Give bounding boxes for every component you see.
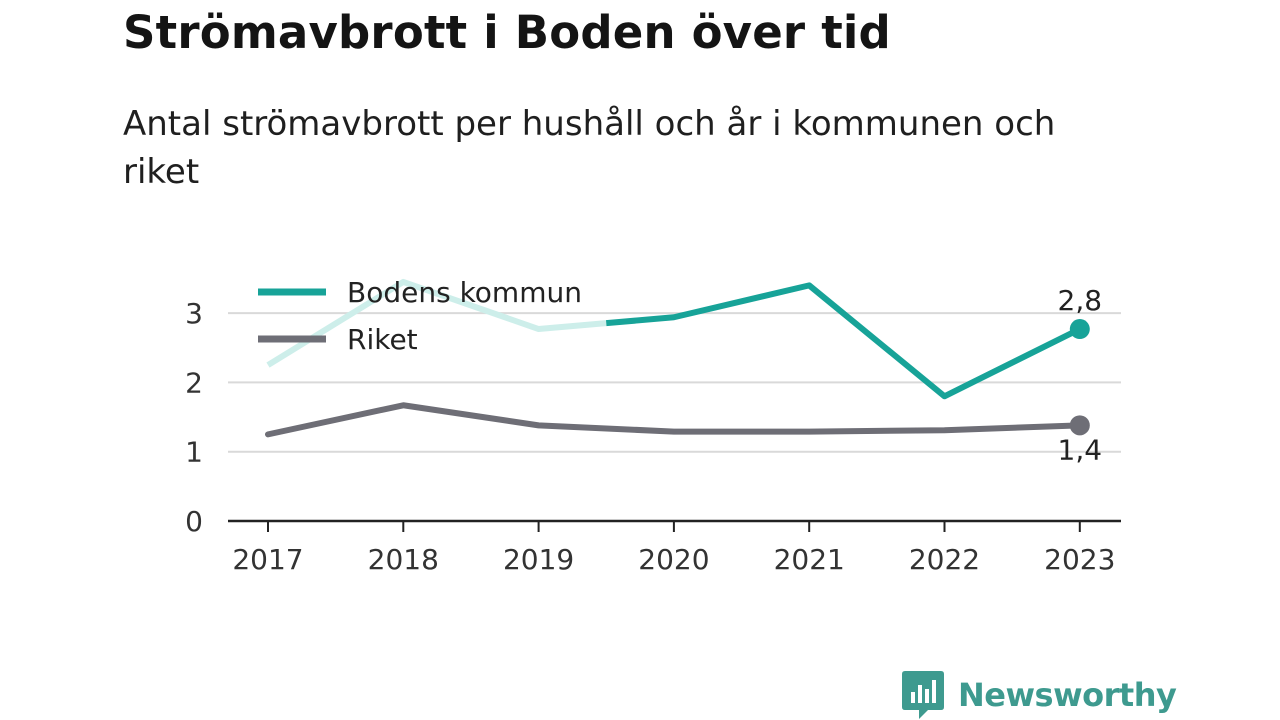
x-tick-label: 2017 xyxy=(232,543,303,576)
end-labels: 2,8 1,4 xyxy=(1058,284,1103,466)
end-label-bodens: 2,8 xyxy=(1058,284,1103,317)
legend-label-riket: Riket xyxy=(347,323,418,356)
x-tick-label: 2023 xyxy=(1044,543,1115,576)
y-tick-label: 2 xyxy=(185,366,203,399)
x-tick-label: 2020 xyxy=(638,543,709,576)
newsworthy-logo: Newsworthy xyxy=(902,671,1177,719)
y-tick-label: 3 xyxy=(185,297,203,330)
brand-name: Newsworthy xyxy=(958,676,1177,714)
series-line-bodens-faded xyxy=(266,278,607,368)
legend: Bodens kommun Riket xyxy=(258,276,582,356)
y-tick-label: 1 xyxy=(185,436,203,469)
x-tick-label: 2019 xyxy=(503,543,574,576)
line-chart: 0 1 2 3 2017 2018 2019 2020 2021 2022 2023 Bodens … xyxy=(185,276,1121,576)
series-line-riket xyxy=(265,402,1083,438)
end-label-riket: 1,4 xyxy=(1058,433,1103,466)
series-line-bodens xyxy=(605,282,1082,400)
x-tick-label: 2021 xyxy=(774,543,845,576)
axes: 0 1 2 3 2017 2018 2019 2020 2021 2022 2023 xyxy=(185,297,1121,576)
end-marker-riket xyxy=(1069,415,1090,436)
series-lines xyxy=(265,278,1090,438)
y-tick-label: 0 xyxy=(185,505,203,538)
chart-title: Strömavbrott i Boden över tid xyxy=(123,6,891,59)
chart-subtitle: Antal strömavbrott per hushåll och år i … xyxy=(123,104,1056,192)
newsworthy-logo-icon xyxy=(902,671,944,719)
x-tick-label: 2022 xyxy=(909,543,980,576)
end-marker-bodens xyxy=(1069,319,1090,340)
x-tick-label: 2018 xyxy=(368,543,439,576)
legend-label-bodens: Bodens kommun xyxy=(347,276,582,309)
